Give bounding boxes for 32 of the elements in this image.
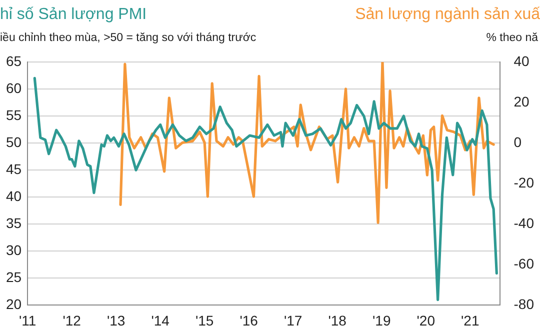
y-tick-label: 50 (6, 134, 22, 150)
y2-tick-label: 40 (514, 52, 530, 69)
y-tick-label: 35 (6, 214, 22, 231)
y-tick-label: 65 (6, 52, 22, 69)
y-tick-label: 55 (6, 106, 22, 123)
y2-tick-label: -80 (514, 296, 534, 312)
x-tick-label: '13 (106, 312, 126, 328)
y2-tick-label: -40 (514, 214, 534, 231)
y-tick-label: 20 (6, 296, 22, 312)
x-tick-label: '17 (284, 312, 302, 328)
y2-tick-label: 20 (514, 93, 530, 110)
x-tick-label: '16 (240, 312, 258, 328)
x-tick-label: '20 (416, 312, 436, 328)
text: % theo nă (486, 32, 538, 44)
x-tick-label: '12 (62, 312, 82, 328)
x-tick-label: '14 (151, 312, 170, 328)
y2-tick-label: -20 (514, 174, 534, 190)
x-tick-label: '21 (460, 312, 480, 328)
y-tick-label: 45 (6, 160, 22, 177)
y2-tick-label: -60 (514, 256, 534, 272)
text: iều chỉnh theo mùa, >50 = tăng so với tháng trước (0, 32, 256, 44)
x-tick-label: '18 (328, 312, 347, 328)
y2-axis-title: Sản lượng ngành sản xuấ (355, 6, 540, 24)
y-tick-label: 30 (6, 242, 22, 258)
y-tick-label: 40 (6, 188, 22, 204)
y-axis-title: hỉ số Sản lượng PMI (0, 6, 147, 24)
x-tick-label: '15 (195, 312, 214, 328)
y-tick-label: 60 (6, 80, 22, 96)
x-tick-label: '11 (18, 312, 36, 328)
y2-tick-label: 0 (514, 134, 522, 150)
x-tick-label: '19 (372, 312, 391, 328)
y-tick-label: 25 (6, 269, 22, 286)
